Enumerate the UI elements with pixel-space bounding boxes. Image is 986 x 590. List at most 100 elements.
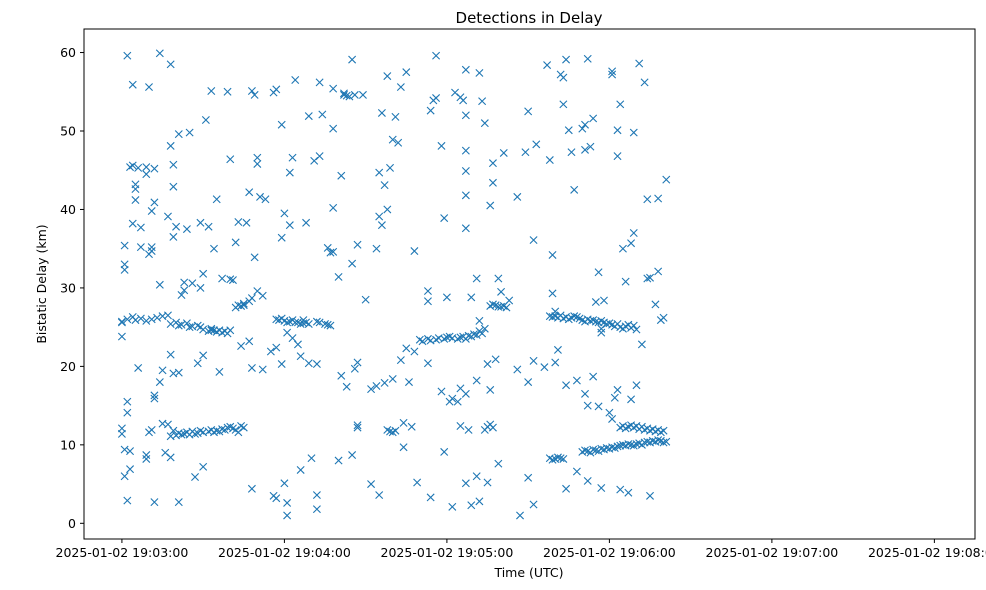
data-point	[591, 298, 600, 307]
data-point	[394, 138, 403, 147]
data-point	[247, 363, 256, 372]
data-point	[440, 214, 449, 223]
data-point	[423, 359, 432, 368]
data-point	[326, 321, 335, 330]
data-point	[166, 453, 175, 462]
data-point	[483, 478, 492, 487]
data-point	[321, 320, 330, 329]
data-point	[174, 368, 183, 377]
data-point	[467, 293, 476, 302]
data-point	[350, 364, 359, 373]
data-point	[494, 274, 503, 283]
data-point	[529, 500, 538, 509]
data-point	[388, 135, 397, 144]
data-point	[163, 311, 172, 320]
data-point	[432, 94, 441, 103]
data-point	[166, 320, 175, 329]
data-point	[461, 191, 470, 200]
data-point	[410, 247, 419, 256]
data-point	[475, 68, 484, 77]
data-point	[348, 451, 357, 460]
data-point	[312, 317, 321, 326]
data-point	[247, 294, 256, 303]
data-point	[559, 73, 568, 82]
data-point	[407, 422, 416, 431]
data-point	[545, 156, 554, 165]
data-point	[353, 423, 362, 432]
data-point	[418, 337, 427, 346]
data-point	[621, 277, 630, 286]
data-point	[624, 488, 633, 497]
data-point	[128, 161, 137, 170]
data-point	[480, 324, 489, 333]
data-point	[488, 178, 497, 187]
data-point	[180, 286, 189, 295]
data-point	[250, 253, 259, 262]
data-point	[315, 318, 324, 327]
data-point	[177, 320, 186, 329]
data-point	[499, 148, 508, 157]
data-point	[646, 491, 655, 500]
data-point	[613, 442, 622, 451]
data-point	[583, 54, 592, 63]
data-point	[172, 222, 181, 231]
data-point	[247, 86, 256, 95]
data-point	[323, 320, 332, 329]
data-point	[131, 316, 140, 325]
data-point	[613, 385, 622, 394]
data-point	[572, 376, 581, 385]
data-point	[228, 276, 237, 285]
data-point	[155, 280, 164, 289]
data-point	[375, 212, 384, 221]
data-point	[372, 382, 381, 390]
data-point	[304, 320, 313, 329]
data-point	[199, 351, 208, 360]
data-point	[147, 425, 156, 434]
data-point	[272, 494, 281, 503]
data-point	[548, 250, 557, 259]
data-point	[559, 454, 568, 463]
data-point	[423, 297, 432, 306]
data-point	[234, 218, 243, 227]
data-point	[472, 472, 481, 481]
data-point	[142, 451, 151, 460]
data-point	[134, 163, 143, 172]
data-point	[632, 325, 641, 334]
data-point	[605, 408, 614, 417]
data-point	[629, 229, 638, 237]
data-point	[296, 320, 305, 329]
data-point	[307, 454, 316, 463]
data-point	[272, 343, 281, 352]
y-tick-label: 60	[60, 45, 76, 60]
data-point	[302, 218, 311, 227]
data-point	[559, 100, 568, 109]
data-point	[402, 344, 411, 353]
data-point	[513, 365, 522, 374]
plot-area-frame	[83, 28, 976, 540]
data-point	[353, 358, 362, 367]
data-point	[486, 201, 495, 210]
data-point	[323, 243, 332, 252]
data-point	[472, 274, 481, 283]
data-point	[126, 447, 135, 456]
data-point	[594, 402, 603, 411]
data-point	[413, 478, 422, 487]
data-point	[483, 360, 492, 369]
data-point	[399, 418, 408, 427]
data-point	[423, 287, 432, 296]
data-point	[597, 484, 606, 492]
data-point	[583, 476, 592, 485]
data-point	[497, 287, 506, 296]
data-point	[475, 497, 484, 506]
data-point	[437, 387, 446, 396]
data-point	[380, 378, 389, 387]
data-point	[643, 274, 652, 283]
data-point	[345, 92, 354, 101]
data-point	[456, 422, 465, 431]
data-point	[480, 119, 489, 128]
data-point	[196, 283, 205, 292]
data-point	[461, 389, 470, 398]
data-point	[234, 301, 243, 310]
data-point	[180, 278, 189, 287]
